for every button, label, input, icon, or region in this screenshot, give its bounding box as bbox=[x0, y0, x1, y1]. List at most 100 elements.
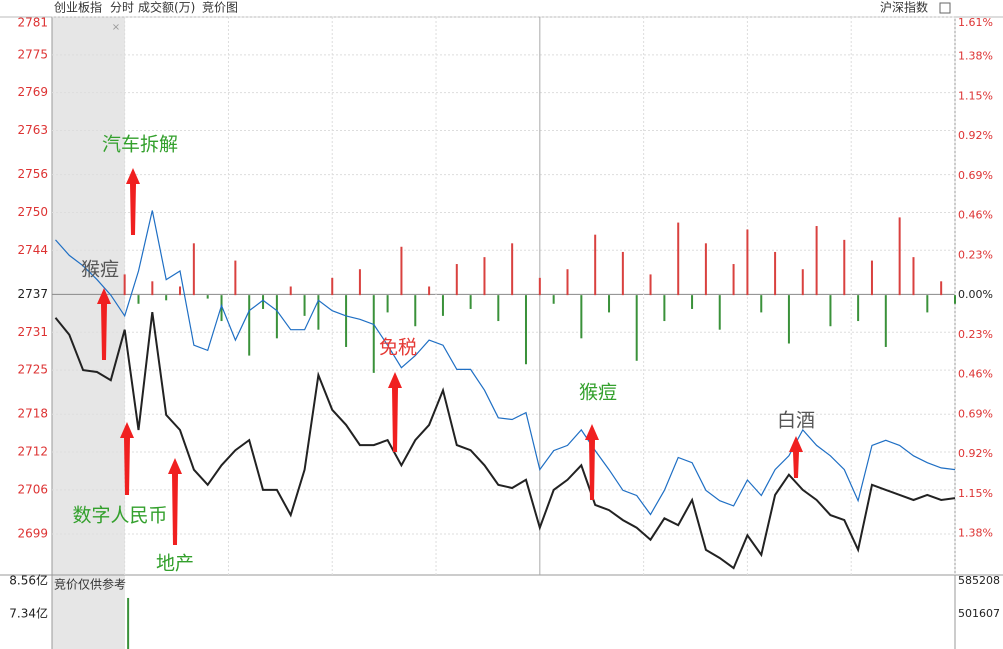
force-bar bbox=[566, 269, 569, 296]
force-bar bbox=[774, 251, 777, 296]
series-line bbox=[54, 311, 956, 570]
annotation: 白酒 bbox=[777, 410, 815, 432]
force-bar bbox=[857, 295, 860, 322]
force-bar bbox=[691, 295, 694, 309]
y-tick-label: 7.34亿 bbox=[9, 605, 48, 620]
force-bar bbox=[497, 295, 500, 322]
y-tick-label: 2775 bbox=[17, 47, 48, 61]
tab[interactable]: 成交额(万) bbox=[138, 0, 195, 15]
y2-tick-label: 0.92% bbox=[958, 447, 993, 460]
force-bar bbox=[594, 234, 597, 296]
y2-tick-label: 0.69% bbox=[958, 169, 993, 182]
force-bar bbox=[206, 295, 209, 299]
volume-title: 竞价仅供参考 bbox=[54, 577, 126, 592]
y2-tick-label: 501607 bbox=[958, 607, 1000, 620]
force-bar bbox=[358, 269, 361, 296]
y2-tick-label: 0.00% bbox=[958, 288, 993, 301]
y-tick-label: 2737 bbox=[17, 287, 48, 301]
annotation: 数字人民币 bbox=[72, 505, 167, 527]
arrow bbox=[168, 458, 182, 545]
y2-tick-label: 585208 bbox=[958, 574, 1000, 587]
force-bar bbox=[469, 295, 472, 309]
force-bar bbox=[151, 281, 154, 296]
force-bar bbox=[898, 217, 901, 296]
y2-tick-label: 0.23% bbox=[958, 328, 993, 341]
y2-tick-label: 1.15% bbox=[958, 487, 993, 500]
force-bar bbox=[815, 226, 818, 296]
force-bar bbox=[400, 246, 403, 296]
force-bar bbox=[718, 295, 721, 330]
y2-tick-label: 1.38% bbox=[958, 527, 993, 540]
y-tick-label: 2750 bbox=[17, 205, 48, 219]
y-tick-label: 8.56亿 bbox=[9, 573, 48, 588]
arrow bbox=[97, 288, 111, 360]
arrow bbox=[585, 424, 599, 500]
arrow bbox=[388, 372, 402, 452]
force-bar bbox=[192, 243, 195, 296]
force-bar bbox=[234, 260, 237, 296]
y-tick-label: 2712 bbox=[17, 445, 48, 459]
y-tick-label: 2781 bbox=[17, 16, 48, 30]
annotation: 汽车拆解 bbox=[102, 134, 178, 156]
force-bar bbox=[580, 295, 583, 339]
force-bar bbox=[372, 295, 375, 373]
volume-bar bbox=[127, 597, 130, 649]
legend-entry[interactable]: 沪深指数 bbox=[880, 0, 928, 15]
arrow bbox=[120, 422, 134, 495]
force-bar bbox=[220, 295, 223, 322]
force-bar bbox=[677, 222, 680, 296]
y2-tick-label: 1.61% bbox=[958, 16, 993, 29]
force-bar bbox=[801, 269, 804, 296]
y-tick-label: 2744 bbox=[17, 243, 48, 257]
force-bar bbox=[787, 295, 790, 344]
force-bar bbox=[414, 295, 417, 327]
force-bar bbox=[165, 295, 168, 301]
auction-area bbox=[52, 17, 125, 649]
y-tick-label: 2725 bbox=[17, 363, 48, 377]
y2-tick-label: 1.15% bbox=[958, 89, 993, 102]
force-bar bbox=[940, 281, 943, 296]
force-bar bbox=[870, 260, 873, 296]
force-bar bbox=[179, 286, 182, 296]
force-bar bbox=[884, 295, 887, 347]
y2-tick-label: 0.46% bbox=[958, 209, 993, 222]
y-tick-label: 2769 bbox=[17, 85, 48, 99]
force-bar bbox=[912, 257, 915, 296]
force-bar bbox=[926, 295, 929, 313]
y-tick-label: 2763 bbox=[17, 123, 48, 137]
y2-tick-label: 0.69% bbox=[958, 407, 993, 420]
force-bar bbox=[483, 257, 486, 296]
force-bar bbox=[275, 295, 278, 339]
y-tick-label: 2731 bbox=[17, 325, 48, 339]
force-bar bbox=[663, 295, 666, 322]
force-bar bbox=[386, 295, 389, 313]
annotation: 免税 bbox=[379, 337, 417, 359]
force-bar bbox=[829, 295, 832, 327]
force-bar bbox=[635, 295, 638, 361]
tab[interactable]: 竞价图 bbox=[202, 1, 238, 15]
force-bar bbox=[843, 239, 846, 296]
annotation: 地产 bbox=[156, 553, 194, 575]
close-icon[interactable]: × bbox=[112, 22, 120, 33]
force-bar bbox=[303, 295, 306, 316]
y2-tick-label: 1.38% bbox=[958, 50, 993, 63]
force-bar bbox=[248, 295, 251, 356]
force-bar bbox=[123, 274, 126, 296]
force-bar bbox=[289, 286, 292, 296]
y2-tick-label: 0.23% bbox=[958, 248, 993, 261]
force-bar bbox=[760, 295, 763, 313]
y-tick-label: 2718 bbox=[17, 407, 48, 421]
force-bar bbox=[704, 243, 707, 296]
force-bar bbox=[331, 277, 334, 296]
force-bar bbox=[954, 295, 956, 304]
force-bar bbox=[608, 295, 611, 313]
force-bar bbox=[441, 295, 444, 316]
arrow bbox=[789, 436, 803, 478]
tab[interactable]: 分时 bbox=[110, 1, 134, 15]
force-bar bbox=[524, 295, 527, 365]
force-bar bbox=[746, 229, 749, 296]
force-bar bbox=[732, 264, 735, 296]
legend-icon[interactable] bbox=[939, 2, 951, 14]
